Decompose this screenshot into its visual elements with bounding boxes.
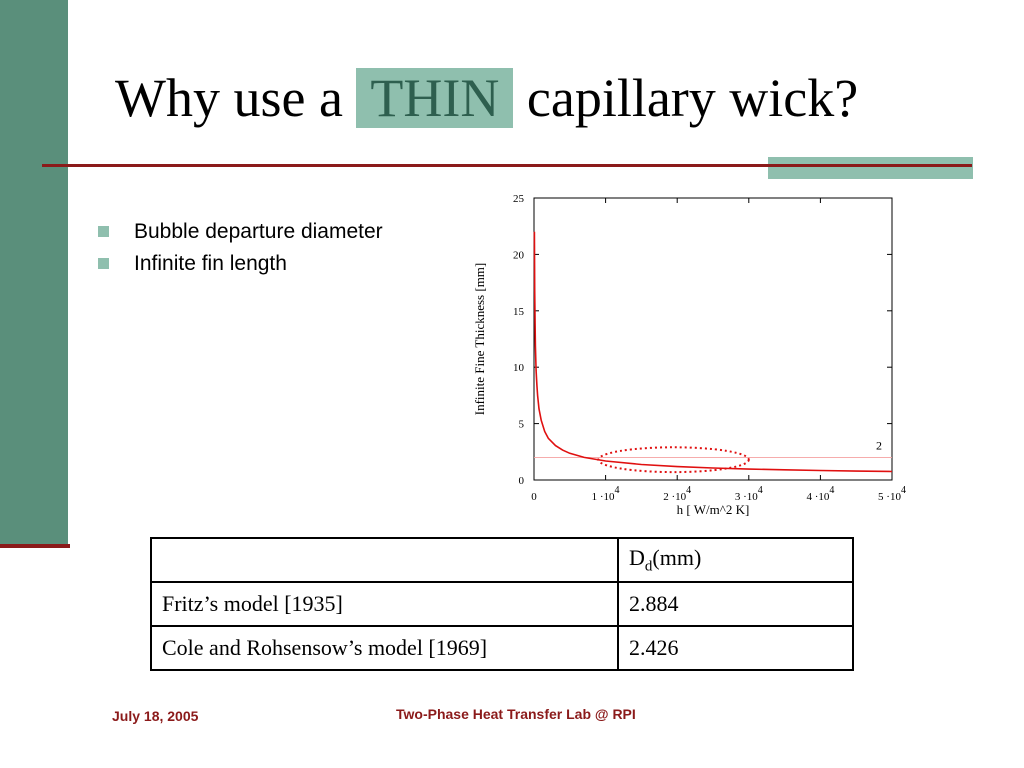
x-tick-label: 5 ·104 (878, 485, 906, 503)
y-axis-label: Infinite Fine Thickness [mm] (472, 263, 487, 415)
reference-line-label: 2 (876, 438, 882, 452)
table-header-cell-empty (150, 537, 619, 583)
fin-thickness-chart: 0 5 10 15 20 25 0 1 ·104 2 ·104 3 ·104 4 ·104 5 ·10… (472, 193, 906, 517)
bullet-item: Bubble departure diameter (98, 216, 383, 248)
title-rule (42, 164, 972, 167)
y-tick-label: 20 (513, 249, 525, 261)
y-tick-label: 10 (513, 362, 525, 374)
y-tick-label: 25 (513, 193, 525, 205)
table-cell-value: 2.884 (617, 581, 854, 627)
bullet-text: Bubble departure diameter (134, 220, 383, 243)
left-accent-bar (0, 0, 68, 548)
bullet-square-icon (98, 226, 109, 237)
title-highlight: THIN (356, 68, 514, 128)
y-tick-label: 0 (519, 475, 525, 487)
x-tick-label: 4 ·104 (806, 485, 834, 503)
bullet-square-icon (98, 258, 109, 269)
left-accent-bar-rule (0, 544, 70, 548)
x-tick-label: 1 ·104 (592, 485, 620, 503)
title-accent-block (768, 157, 973, 179)
bullet-item: Infinite fin length (98, 248, 383, 280)
title-prefix: Why use a (115, 68, 343, 128)
x-tick-label: 0 (531, 491, 537, 503)
bullet-text: Infinite fin length (134, 252, 287, 275)
annotation-ellipse (597, 446, 750, 474)
footer-date: July 18, 2005 (112, 708, 199, 724)
title-suffix: capillary wick? (526, 68, 859, 128)
x-tick-label: 3 ·104 (735, 485, 763, 503)
table-cell-value: 2.426 (617, 625, 854, 671)
table-row: Cole and Rohsensow’s model [1969] 2.426 (150, 625, 854, 671)
slide-title: Why use a THIN capillary wick? (115, 62, 858, 134)
plot-frame (533, 197, 893, 481)
table-header-row: Dd(mm) (150, 537, 854, 583)
table-header-cell-dd: Dd(mm) (617, 537, 854, 583)
y-tick-label: 5 (519, 419, 525, 431)
bullet-list: Bubble departure diameter Infinite fin l… (98, 216, 383, 280)
table-cell-model: Cole and Rohsensow’s model [1969] (150, 625, 619, 671)
y-tick-label: 15 (513, 306, 525, 318)
series-line (533, 231, 893, 473)
x-tick-label: 2 ·104 (663, 485, 691, 503)
footer-lab-name: Two-Phase Heat Transfer Lab @ RPI (396, 706, 636, 722)
departure-diameter-table: Dd(mm) Fritz’s model [1935] 2.884 Cole a… (150, 537, 854, 671)
table-cell-model: Fritz’s model [1935] (150, 581, 619, 627)
x-axis-label: h [ W/m^2 K] (677, 502, 750, 517)
table-row: Fritz’s model [1935] 2.884 (150, 581, 854, 627)
